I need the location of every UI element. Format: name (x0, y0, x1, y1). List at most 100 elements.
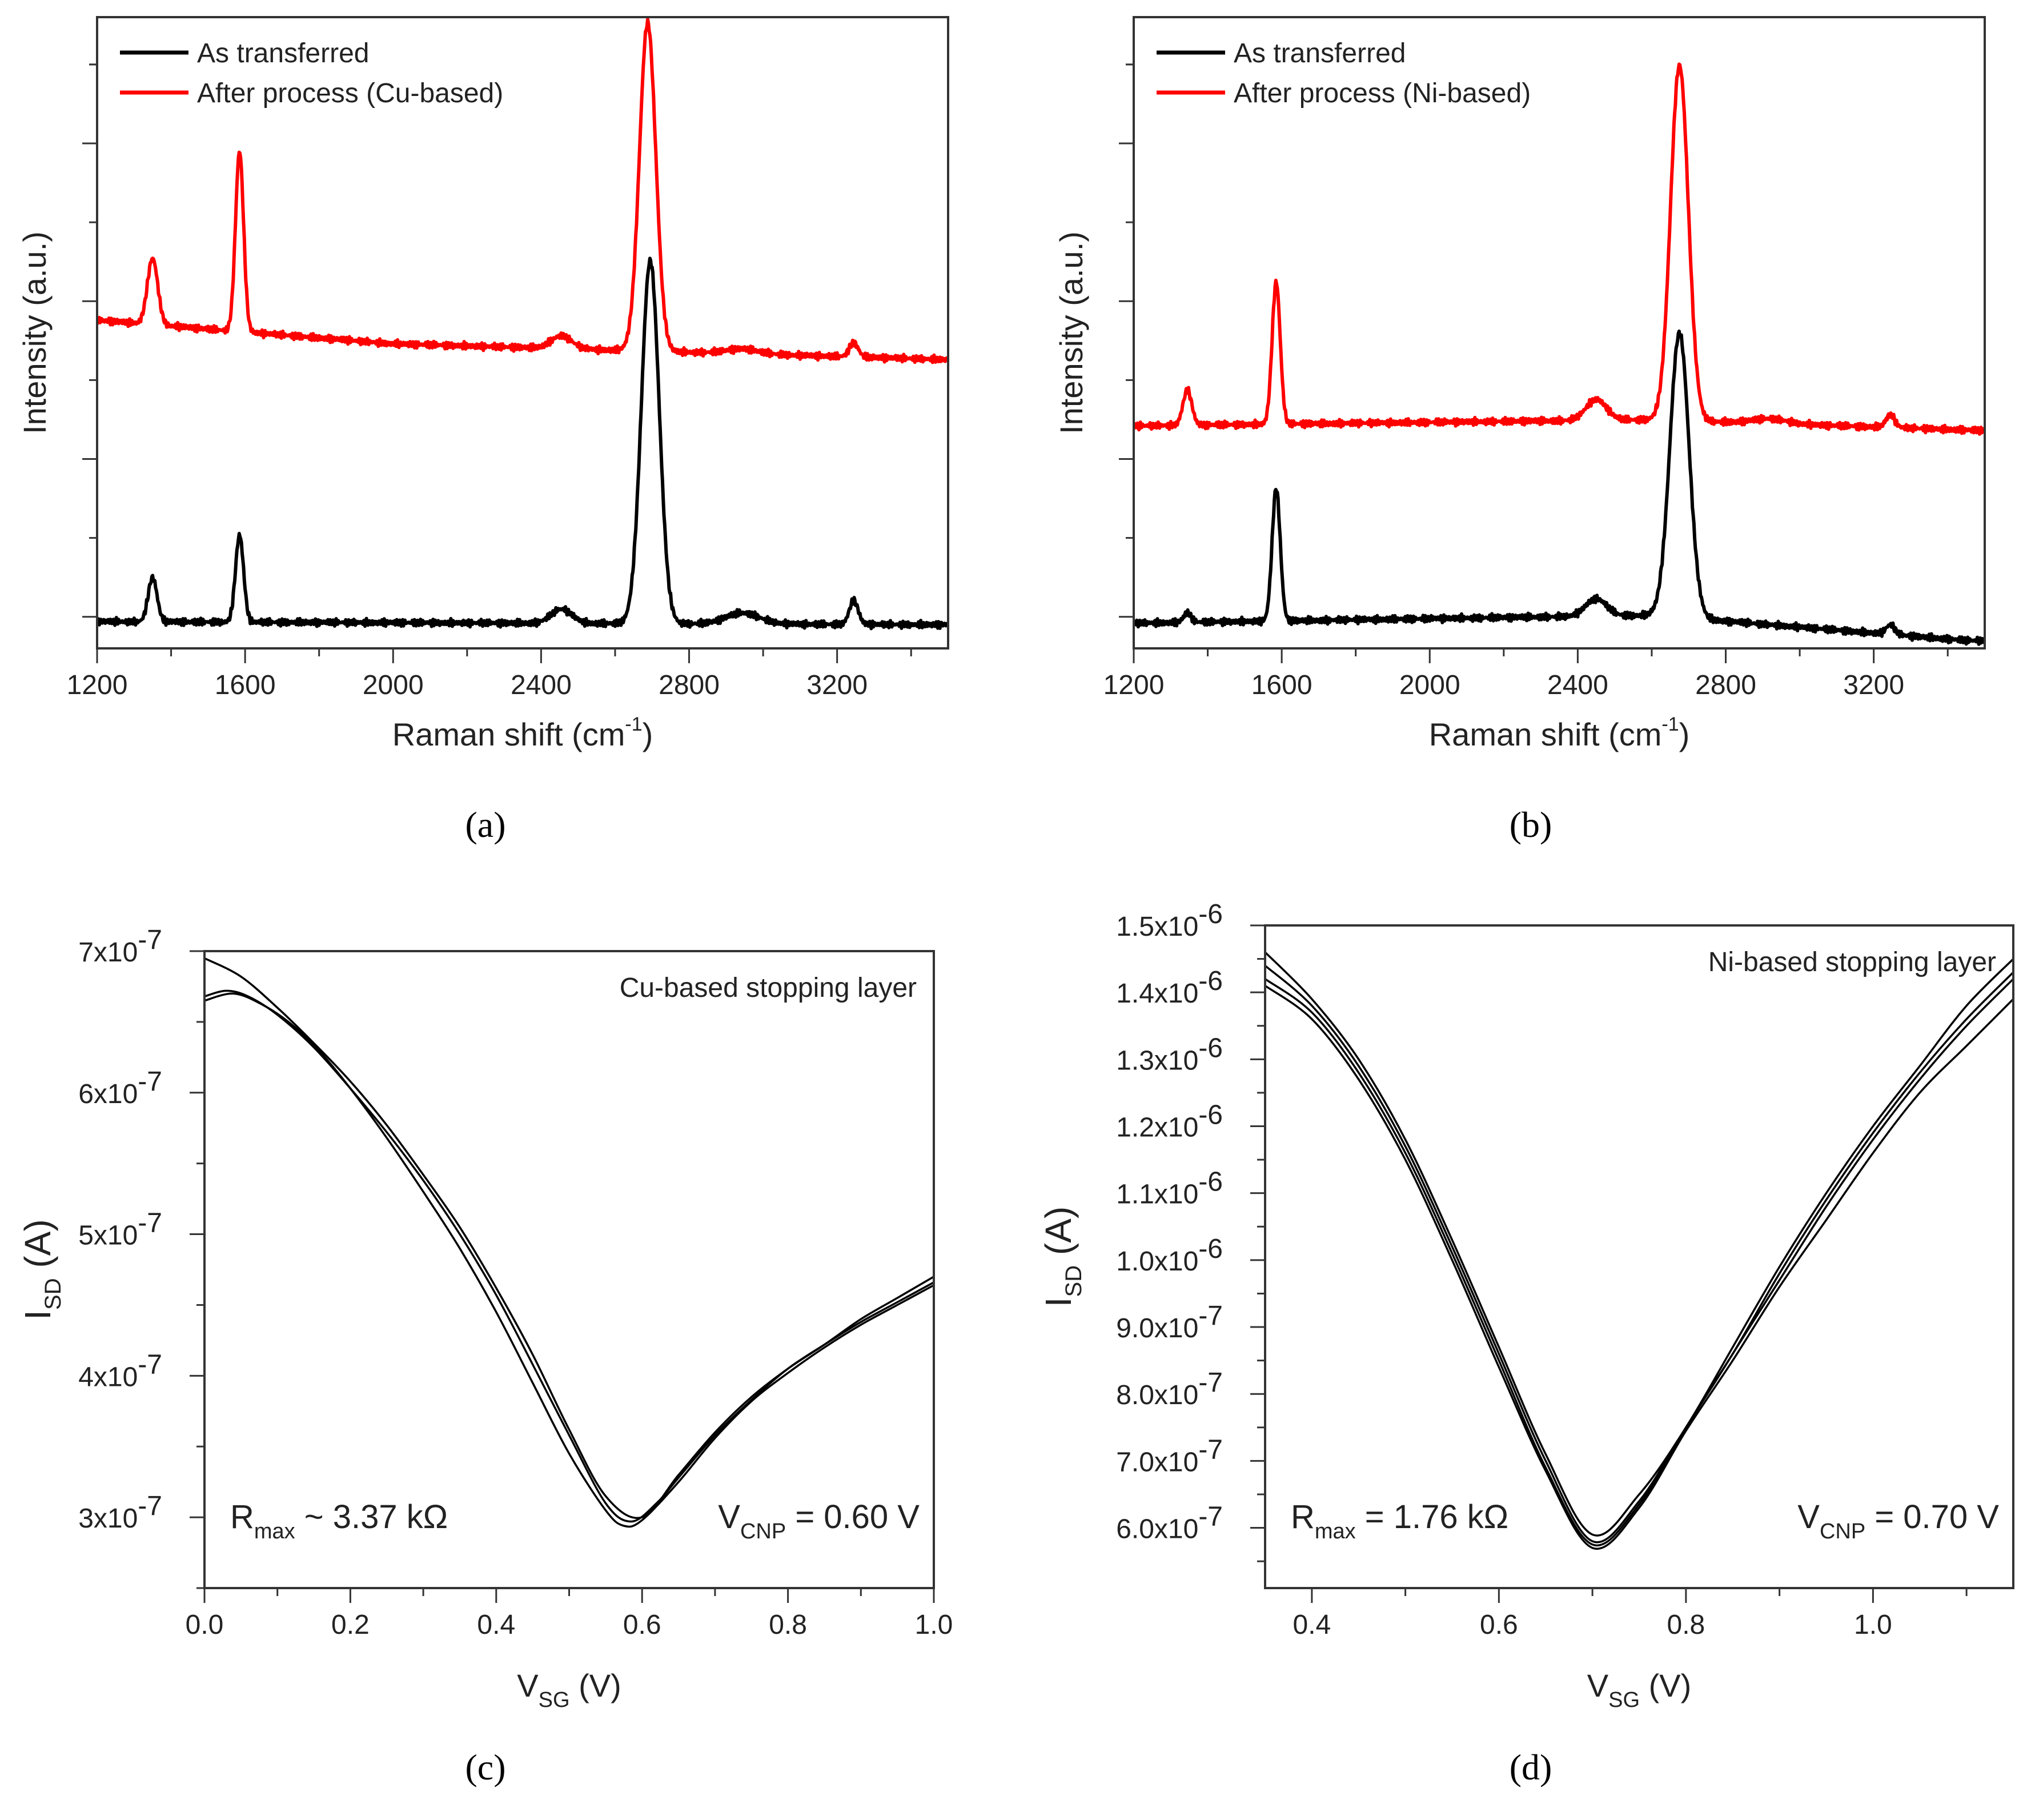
series-group (97, 17, 948, 631)
x-tick-label: 0.4 (477, 1610, 515, 1640)
x-ticks: 1200 1600 2000 2400 2800 3200 (1103, 648, 1949, 700)
legend: As transferred After process (Cu-based) (120, 38, 503, 109)
series-line-2 (97, 17, 948, 364)
y-axis-label: Intensity (a.u.) (1053, 231, 1089, 434)
panel-caption: (c) (465, 1747, 505, 1787)
x-axis-label-sub: SG (1608, 1688, 1640, 1712)
y-tick-label: 9.0x10-7 (1116, 1301, 1223, 1344)
x-tick-label: 3200 (806, 670, 868, 700)
plot-frame (96, 16, 949, 650)
legend-label: After process (Ni-based) (1234, 78, 1531, 109)
rmax-annotation: Rmax ~ 3.37 kΩ (230, 1498, 448, 1544)
series-line-2 (204, 989, 934, 1523)
y-ticks (1119, 63, 1134, 618)
y-tick-exponent: -7 (1198, 1368, 1223, 1398)
series-line-1 (1265, 951, 2013, 1537)
y-tick-exponent: -7 (1198, 1502, 1223, 1532)
y-tick-exponent: -7 (138, 1349, 162, 1380)
x-tick-label: 1600 (1251, 670, 1312, 700)
y-tick-label: 8.0x10-7 (1116, 1368, 1223, 1410)
panel-annotation-title: Cu-based stopping layer (620, 973, 917, 1003)
y-ticks: 3x10-7 4x10-7 5x10-7 6x10-7 7x10-7 (78, 925, 204, 1589)
x-axis-label: Raman shift (cm-1) (392, 713, 653, 752)
y-tick-exponent: -6 (1198, 1033, 1223, 1063)
y-tick-exponent: -6 (1198, 899, 1223, 929)
y-axis-label: Intensity (a.u.) (17, 231, 53, 434)
y-tick-label: 4x10-7 (78, 1349, 162, 1392)
x-ticks: 0.4 0.6 0.8 1.0 (1293, 1588, 1968, 1640)
x-tick-label: 3200 (1843, 670, 1904, 700)
plot-frame (1264, 924, 2014, 1589)
y-tick-label: 3x10-7 (78, 1491, 162, 1534)
y-tick-label: 7.0x10-7 (1116, 1434, 1223, 1477)
series-line-3 (1265, 978, 2013, 1547)
chart-c: 0.0 0.2 0.4 0.6 0.8 1.0 3x10-7 4x10-7 5x10-7 6x10… (17, 925, 953, 1787)
y-tick-label: 1.1x10-6 (1116, 1167, 1223, 1210)
x-ticks: 1200 1600 2000 2400 2800 3200 (67, 648, 912, 700)
panel-caption: (a) (465, 804, 505, 845)
x-axis-label-sup: -1 (1661, 713, 1679, 735)
y-tick-exponent: -7 (138, 1491, 162, 1521)
plot-frame (203, 950, 935, 1589)
y-tick-label: 6x10-7 (78, 1067, 162, 1109)
panel-caption: (d) (1510, 1747, 1552, 1787)
legend-label: As transferred (197, 38, 369, 69)
series-group (1134, 62, 1985, 646)
y-tick-label: 1.0x10-6 (1116, 1234, 1223, 1277)
x-axis-label: VSG (V) (517, 1667, 621, 1712)
panel-caption: (b) (1510, 804, 1552, 845)
vcnp-annotation: VCNP = 0.60 V (718, 1498, 920, 1544)
series-line-1 (97, 256, 948, 631)
x-tick-label: 2000 (363, 670, 424, 700)
vcnp-annotation: VCNP = 0.70 V (1797, 1498, 1999, 1544)
series-line-4 (1265, 985, 2013, 1550)
y-tick-label: 7x10-7 (78, 925, 162, 968)
x-axis-label-sub: SG (539, 1688, 570, 1712)
x-tick-label: 1.0 (915, 1610, 953, 1640)
series-line-3 (204, 992, 934, 1528)
y-tick-exponent: -7 (1198, 1301, 1223, 1331)
y-tick-exponent: -7 (138, 1208, 162, 1238)
series-line-2 (1265, 964, 2013, 1544)
x-tick-label: 0.8 (769, 1610, 807, 1640)
chart-d: 0.4 0.6 0.8 1.0 6.0x10-7 7.0x10-7 8.0x10-7 9.0x… (1038, 899, 2014, 1787)
series-line-1 (1134, 329, 1985, 646)
y-ticks (82, 63, 97, 618)
x-tick-label: 2800 (659, 670, 720, 700)
x-axis-label: VSG (V) (1587, 1667, 1691, 1712)
y-tick-label: 6.0x10-7 (1116, 1502, 1223, 1545)
series-group (1265, 951, 2013, 1550)
panel-annotation-title: Ni-based stopping layer (1708, 947, 1996, 977)
x-tick-label: 0.0 (186, 1610, 224, 1640)
series-line-2 (1134, 62, 1985, 436)
series-group (204, 957, 934, 1528)
y-tick-exponent: -7 (1198, 1434, 1223, 1465)
legend-label: As transferred (1234, 38, 1406, 69)
y-tick-exponent: -7 (138, 1067, 162, 1097)
chart-b: 1200 1600 2000 2400 2800 3200 Raman shift (cm-… (1053, 16, 1986, 845)
x-tick-label: 0.4 (1293, 1610, 1331, 1640)
legend: As transferred After process (Ni-based) (1157, 38, 1531, 109)
x-axis-label-sup: -1 (625, 713, 642, 735)
y-tick-exponent: -6 (1198, 1234, 1223, 1264)
y-axis-label-sub: SD (1061, 1265, 1086, 1297)
chart-a: 1200 1600 2000 2400 2800 3200 Raman shift (cm-… (17, 16, 949, 845)
x-tick-label: 1200 (67, 670, 128, 700)
x-tick-label: 0.6 (1480, 1610, 1518, 1640)
y-axis-label-sub: SD (41, 1278, 66, 1310)
y-tick-label: 1.4x10-6 (1116, 966, 1223, 1009)
y-axis-label: ISD (A) (1038, 1206, 1086, 1307)
x-tick-label: 0.6 (623, 1610, 661, 1640)
y-tick-label: 1.5x10-6 (1116, 899, 1223, 942)
x-tick-label: 2400 (1547, 670, 1608, 700)
x-tick-label: 0.2 (331, 1610, 370, 1640)
x-tick-label: 2000 (1399, 670, 1460, 700)
x-tick-label: 2800 (1695, 670, 1756, 700)
y-tick-label: 1.3x10-6 (1116, 1033, 1223, 1076)
y-tick-exponent: -6 (1198, 1167, 1223, 1197)
y-tick-exponent: -6 (1198, 966, 1223, 996)
x-tick-label: 1600 (215, 670, 276, 700)
y-ticks: 6.0x10-7 7.0x10-7 8.0x10-7 9.0x10-7 1.0x10-6… (1116, 899, 1265, 1562)
x-axis-label: Raman shift (cm-1) (1429, 713, 1690, 752)
